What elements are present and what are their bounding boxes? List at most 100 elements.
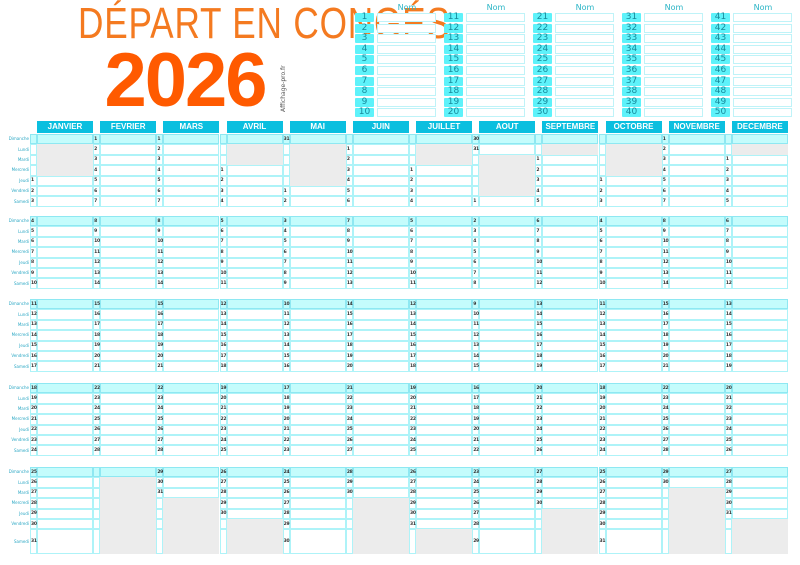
day-cell[interactable] [731,487,788,499]
day-cell[interactable] [416,268,473,279]
day-cell[interactable] [479,216,536,227]
day-cell[interactable] [416,299,473,310]
day-cell[interactable] [542,414,599,425]
day-cell[interactable] [416,196,473,207]
day-cell[interactable] [100,424,157,435]
day-cell[interactable] [479,424,536,435]
day-cell[interactable] [100,309,157,320]
day-cell[interactable] [352,236,409,248]
day-cell[interactable] [352,165,409,176]
day-cell[interactable] [226,299,283,310]
day-cell[interactable] [542,278,599,289]
day-cell[interactable] [37,508,93,519]
day-cell[interactable] [163,383,220,394]
day-cell[interactable] [100,144,157,155]
day-cell[interactable] [352,403,409,415]
day-cell[interactable] [731,477,788,488]
day-cell[interactable] [352,330,409,341]
day-cell[interactable] [542,186,599,197]
employee-name-field[interactable] [733,76,792,86]
day-cell[interactable] [542,351,599,362]
day-cell[interactable] [226,257,283,268]
day-cell[interactable] [542,435,599,446]
day-cell[interactable] [668,165,725,176]
day-cell[interactable] [163,309,220,320]
day-cell[interactable] [163,216,220,227]
employee-name-field[interactable] [466,44,525,54]
day-cell[interactable] [226,393,283,404]
day-cell[interactable] [605,361,662,372]
day-cell[interactable] [542,257,599,268]
day-cell[interactable] [37,467,93,478]
day-cell[interactable] [100,383,157,394]
day-cell[interactable] [416,278,473,289]
day-cell[interactable] [479,196,536,207]
day-cell[interactable] [100,319,157,331]
day-cell[interactable] [479,393,536,404]
employee-name-field[interactable] [644,97,703,107]
day-cell[interactable] [289,278,346,289]
day-cell[interactable] [100,299,157,310]
day-cell[interactable] [605,435,662,446]
employee-name-field[interactable] [555,13,614,22]
day-cell[interactable] [226,414,283,425]
day-cell[interactable] [731,414,788,425]
day-cell[interactable] [731,236,788,248]
day-cell[interactable] [668,236,725,248]
day-cell[interactable] [668,309,725,320]
day-cell[interactable] [731,340,788,351]
day-cell[interactable] [479,247,536,258]
day-cell[interactable] [542,393,599,404]
day-cell[interactable] [605,351,662,362]
day-cell[interactable] [226,186,283,197]
day-cell[interactable] [163,487,220,499]
employee-name-field[interactable] [377,87,436,97]
day-cell[interactable] [163,186,220,197]
day-cell[interactable] [416,445,473,456]
employee-name-field[interactable] [466,34,525,44]
day-cell[interactable] [226,278,283,289]
day-cell[interactable] [37,257,93,268]
day-cell[interactable] [731,186,788,197]
day-cell[interactable] [668,477,725,488]
day-cell[interactable] [100,278,157,289]
day-cell[interactable] [416,186,473,197]
day-cell[interactable] [479,477,536,488]
day-cell[interactable] [479,361,536,372]
day-cell[interactable] [100,236,157,248]
day-cell[interactable] [731,278,788,289]
day-cell[interactable] [668,340,725,351]
day-cell[interactable] [226,351,283,362]
day-cell[interactable] [352,487,409,499]
employee-name-field[interactable] [466,87,525,97]
day-cell[interactable] [668,196,725,207]
day-cell[interactable] [731,508,788,519]
day-cell[interactable] [163,424,220,435]
day-cell[interactable] [37,247,93,258]
day-cell[interactable] [289,226,346,237]
employee-name-field[interactable] [555,76,614,86]
day-cell[interactable] [605,393,662,404]
day-cell[interactable] [668,226,725,237]
day-cell[interactable] [226,508,283,519]
day-cell[interactable] [289,393,346,404]
day-cell[interactable] [542,236,599,248]
day-cell[interactable] [542,498,599,509]
day-cell[interactable] [100,435,157,446]
day-cell[interactable] [163,351,220,362]
employee-name-field[interactable] [733,66,792,75]
day-cell[interactable] [37,236,93,248]
day-cell[interactable] [479,383,536,394]
day-cell[interactable] [668,414,725,425]
day-cell[interactable] [479,309,536,320]
day-cell[interactable] [289,216,346,227]
day-cell[interactable] [100,330,157,341]
day-cell[interactable] [479,467,536,478]
day-cell[interactable] [163,236,220,248]
day-cell[interactable] [542,226,599,237]
day-cell[interactable] [416,309,473,320]
employee-name-field[interactable] [466,108,525,118]
day-cell[interactable] [668,247,725,258]
day-cell[interactable] [100,268,157,279]
day-cell[interactable] [37,424,93,435]
